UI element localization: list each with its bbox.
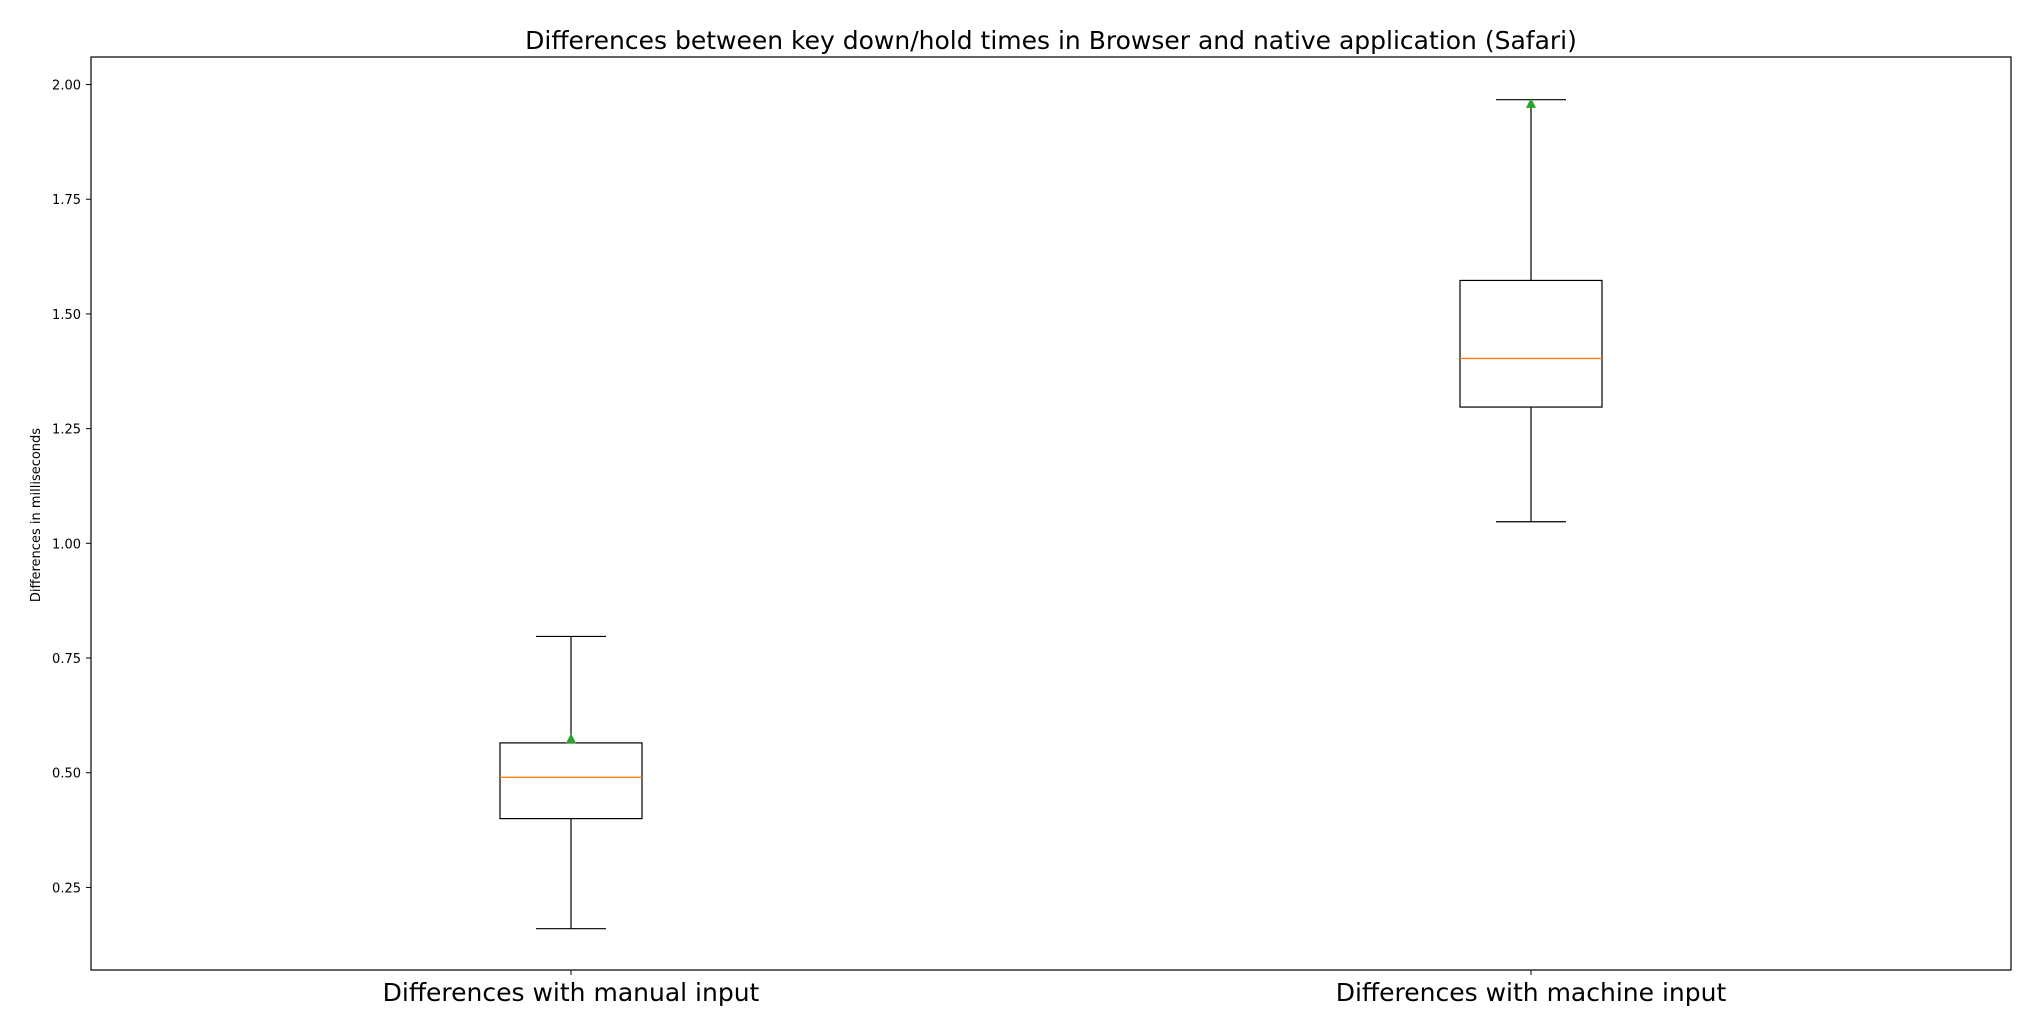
plot-area [90,56,2012,971]
y-tick-label: 0.50 [52,767,81,782]
y-tick-label: 1.75 [52,193,81,208]
y-tick-label: 1.50 [52,308,81,323]
chart-title: Differences between key down/hold times … [525,26,1577,55]
mean-marker [566,733,576,744]
box-group [1459,97,1603,523]
x-tick-label: Differences with manual input [383,978,760,1007]
x-tick-label: Differences with machine input [1336,978,1727,1007]
y-tick-label: 2.00 [52,79,81,94]
y-axis: 0.25 0.50 0.75 1.00 1.25 1.50 1.75 2.00 [52,79,91,896]
y-tick-label: 0.75 [52,652,81,667]
y-tick-label: 0.25 [52,881,81,896]
mean-marker [1526,97,1536,108]
x-axis: Differences with manual input Differences… [383,970,1727,1007]
iqr-box [499,742,643,820]
box-group [499,635,643,930]
y-tick-label: 1.00 [52,537,81,552]
boxes [499,97,1603,930]
iqr-box [1459,279,1603,408]
y-axis-label: Differences in milliseconds [29,428,44,602]
y-tick-label: 1.25 [52,423,81,438]
